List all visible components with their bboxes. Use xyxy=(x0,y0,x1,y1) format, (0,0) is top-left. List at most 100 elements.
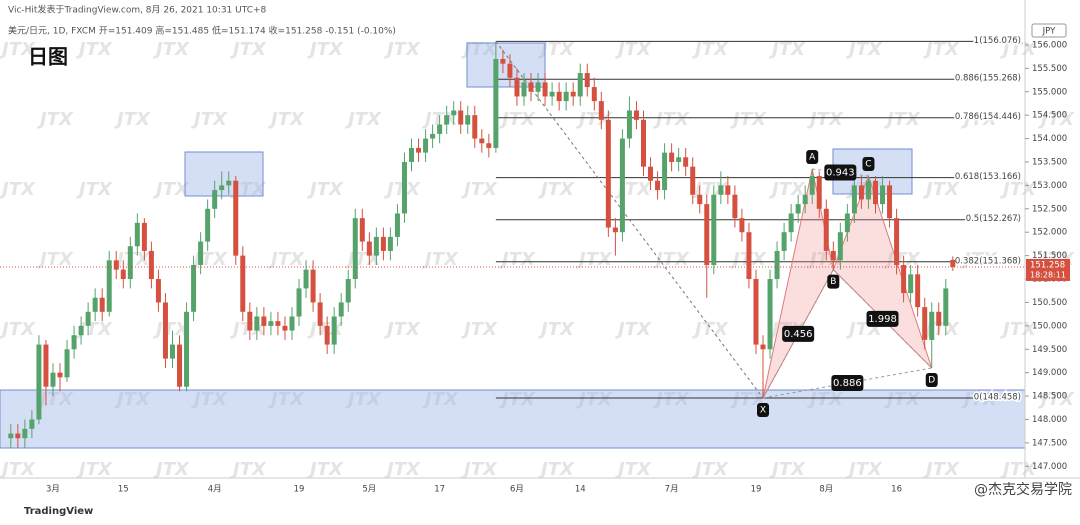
watermark: JTX xyxy=(0,179,36,200)
candle-body xyxy=(521,82,527,97)
candle-body xyxy=(352,218,358,280)
source-line: Vic-Hit发表于TradingView.com, 8月 26, 2021 1… xyxy=(8,4,267,16)
candle-body xyxy=(64,349,70,378)
watermark: JTX xyxy=(307,459,344,480)
candle-body xyxy=(338,302,344,317)
candle-body xyxy=(120,269,126,280)
watermark: JTX xyxy=(846,39,883,60)
candle-body xyxy=(915,274,921,308)
candle-body xyxy=(345,279,351,303)
candle-body xyxy=(844,213,850,233)
watermark: JTX xyxy=(76,39,113,60)
x-tick-label: 14 xyxy=(575,485,586,495)
candle-body xyxy=(711,194,717,265)
y-tick-label: 156.000 xyxy=(1032,40,1067,50)
watermark: JTX xyxy=(384,459,421,480)
candle-body xyxy=(177,344,183,387)
point-label: X xyxy=(760,406,766,416)
support-zone xyxy=(0,389,1026,449)
candle-body xyxy=(577,73,583,97)
candle-body xyxy=(500,58,506,64)
point-box xyxy=(862,157,875,172)
fib-label: 0(148.458) xyxy=(974,393,1021,403)
watermark: JTX xyxy=(461,179,498,200)
candle-body xyxy=(127,246,133,280)
candle-body xyxy=(36,344,42,420)
candle-body xyxy=(830,250,836,261)
candle-body xyxy=(78,325,84,336)
watermark: JTX xyxy=(76,319,113,340)
watermark: JTX xyxy=(615,39,652,60)
candle-body xyxy=(472,115,478,139)
candle-body xyxy=(57,372,63,378)
y-tick-label: 152.000 xyxy=(1032,228,1067,238)
watermark: JTX xyxy=(153,39,190,60)
candle-body xyxy=(676,157,682,162)
watermark: JTX xyxy=(1000,319,1037,340)
watermark: JTX xyxy=(0,319,36,340)
fib-label: 0.5(152.267) xyxy=(966,214,1021,224)
candle-body xyxy=(725,185,731,195)
watermark: JTX xyxy=(422,249,459,270)
symbol-line: 美元/日元, 1D, FXCM 开=151.409 高=151.485 低=15… xyxy=(8,25,396,37)
candle-body xyxy=(162,302,168,359)
candle-body xyxy=(865,180,871,200)
candle-body xyxy=(591,87,597,102)
watermark: JTX xyxy=(345,389,382,410)
candle-body xyxy=(943,288,949,326)
candle-body xyxy=(858,185,864,200)
ratio-box xyxy=(831,375,864,392)
watermark: JTX xyxy=(268,389,305,410)
candle-body xyxy=(198,241,204,265)
watermark: JTX xyxy=(153,319,190,340)
candle-body xyxy=(718,185,724,195)
candle-body xyxy=(605,119,611,228)
x-tick-label: 8月 xyxy=(819,485,833,495)
candle-body xyxy=(774,250,780,280)
watermark: JTX xyxy=(653,249,690,270)
chart-title: 日图 xyxy=(28,45,68,69)
candle-body xyxy=(275,321,281,326)
candle-body xyxy=(542,82,548,97)
candle-body xyxy=(113,260,119,270)
candle-body xyxy=(43,344,49,387)
candle-body xyxy=(528,82,534,92)
watermark: JTX xyxy=(730,109,767,130)
candle-body xyxy=(261,316,267,326)
watermark: JTX xyxy=(961,109,998,130)
candle-body xyxy=(549,91,555,97)
candle-body xyxy=(507,63,513,78)
candle-body xyxy=(148,250,154,280)
candle-body xyxy=(619,138,625,233)
candle-body xyxy=(929,311,935,340)
x-tick-label: 6月 xyxy=(510,485,524,495)
watermark: JTX xyxy=(769,459,806,480)
candle-body xyxy=(880,185,886,205)
watermark: JTX xyxy=(37,109,74,130)
candle-body xyxy=(563,91,569,102)
watermark: JTX xyxy=(230,179,267,200)
y-tick-label: 147.000 xyxy=(1032,462,1067,472)
candle-body xyxy=(212,190,218,209)
watermark: JTX xyxy=(422,109,459,130)
candle-body xyxy=(788,213,794,233)
ratio-label: 0.456 xyxy=(784,329,813,340)
watermark: JTX xyxy=(499,109,536,130)
watermark: JTX xyxy=(76,179,113,200)
candle-body xyxy=(240,255,246,312)
point-box xyxy=(806,150,819,165)
candle-body xyxy=(570,91,576,97)
candle-body xyxy=(612,227,618,233)
watermark: JTX xyxy=(807,109,844,130)
candle-body xyxy=(99,297,105,312)
x-tick-label: 19 xyxy=(751,485,762,495)
fib-label: 0.382(151.368) xyxy=(955,256,1021,266)
candle-body xyxy=(458,110,464,125)
candle-body xyxy=(872,180,878,205)
candle-body xyxy=(437,124,443,134)
watermark: JTX xyxy=(37,249,74,270)
candle-body xyxy=(282,325,288,331)
candle-body xyxy=(233,180,239,256)
candle-body xyxy=(894,218,900,265)
